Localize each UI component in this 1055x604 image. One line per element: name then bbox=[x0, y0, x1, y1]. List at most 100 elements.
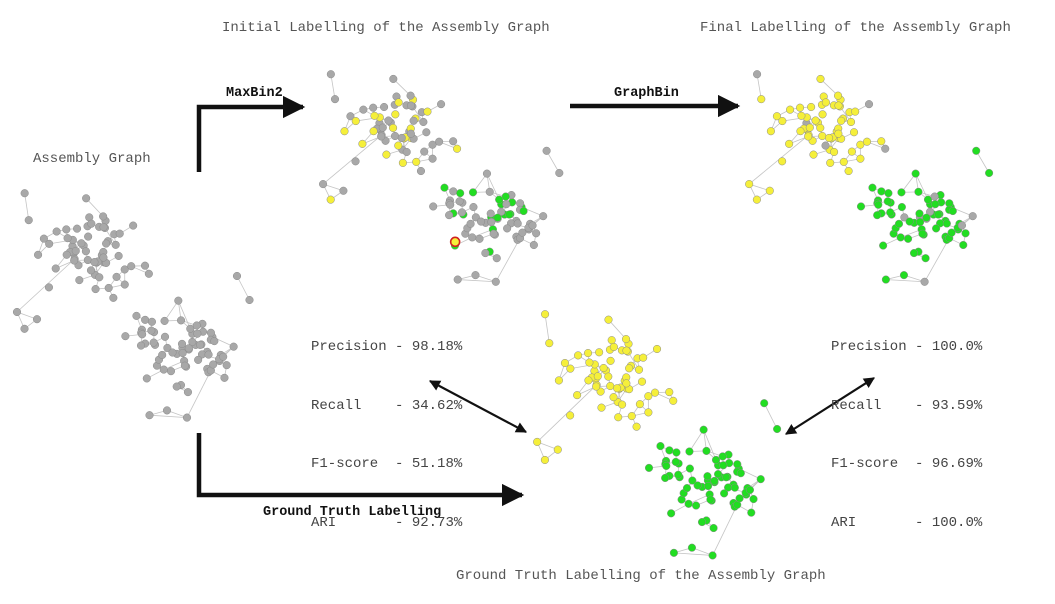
graph-node bbox=[884, 189, 893, 198]
graph-node bbox=[127, 262, 136, 271]
graph-node bbox=[573, 391, 582, 400]
graph-node bbox=[121, 332, 130, 341]
graph-node bbox=[597, 403, 606, 412]
graph-node bbox=[539, 212, 548, 221]
graph-edge bbox=[885, 279, 925, 283]
graph-node bbox=[881, 144, 890, 153]
graph-node bbox=[921, 254, 930, 263]
graph-node bbox=[747, 508, 756, 517]
graph-node bbox=[160, 332, 170, 341]
graph-node bbox=[652, 344, 662, 354]
graph-node bbox=[554, 376, 563, 385]
metric-ari: ARI - 100.0% bbox=[831, 514, 983, 531]
graph-node bbox=[62, 250, 71, 259]
graph-node bbox=[816, 74, 825, 83]
graph-node bbox=[222, 361, 231, 370]
graph-node bbox=[166, 367, 176, 376]
metric-f1: F1-score - 51.18% bbox=[311, 456, 463, 472]
graph-node bbox=[528, 221, 537, 230]
graph-node bbox=[111, 240, 120, 249]
graph-node bbox=[704, 481, 713, 491]
graph-node bbox=[961, 229, 970, 238]
graph-node bbox=[621, 335, 631, 344]
graph-node bbox=[39, 234, 48, 243]
graph-node bbox=[455, 197, 464, 206]
graph-node bbox=[346, 112, 355, 121]
graph-node bbox=[595, 348, 604, 357]
graph-node bbox=[72, 224, 82, 233]
graph-node bbox=[391, 131, 400, 141]
graph-node bbox=[182, 413, 192, 422]
graph-node bbox=[753, 70, 762, 79]
graph-node bbox=[183, 388, 193, 397]
graph-node bbox=[735, 494, 744, 503]
graph-node bbox=[948, 206, 957, 216]
graph-node bbox=[145, 411, 154, 420]
graph-node bbox=[934, 210, 943, 219]
graph-node bbox=[604, 315, 613, 324]
graph-node bbox=[86, 266, 96, 275]
graph-node bbox=[220, 373, 229, 382]
graph-node bbox=[120, 265, 129, 274]
initial-metrics: Precision - 98.18% Recall - 34.62% F1-sc… bbox=[311, 299, 462, 553]
graph-node bbox=[899, 271, 909, 280]
graph-node bbox=[687, 543, 697, 552]
graph-node bbox=[168, 348, 177, 357]
graph-node bbox=[662, 461, 671, 470]
graph-node bbox=[772, 112, 781, 121]
graph-node bbox=[440, 183, 449, 192]
compare-initial-arrow bbox=[429, 380, 527, 433]
graph-node bbox=[136, 341, 146, 350]
graph-node bbox=[703, 472, 712, 481]
graph-node bbox=[456, 189, 465, 198]
graph-node bbox=[402, 147, 411, 157]
graph-node bbox=[644, 408, 653, 417]
graph-node bbox=[709, 523, 718, 533]
graph-node bbox=[733, 460, 742, 469]
graph-node bbox=[160, 316, 169, 325]
graph-node bbox=[71, 246, 80, 255]
graph-node bbox=[529, 240, 538, 250]
graph-node bbox=[466, 219, 475, 228]
graph-node bbox=[585, 358, 594, 367]
graph-node bbox=[637, 377, 647, 386]
graph-node bbox=[719, 461, 728, 470]
graph-node bbox=[162, 406, 172, 415]
graph-node bbox=[210, 337, 219, 346]
graph-node bbox=[765, 186, 774, 195]
graph-node bbox=[449, 137, 458, 146]
graph-node bbox=[868, 183, 877, 192]
graph-edge bbox=[486, 173, 500, 200]
graph-node bbox=[883, 197, 892, 206]
graph-node bbox=[12, 307, 22, 317]
graph-edge bbox=[544, 314, 550, 344]
graph-node bbox=[147, 317, 156, 326]
graph-edge bbox=[177, 300, 191, 329]
graph-node bbox=[503, 224, 512, 233]
graph-node bbox=[851, 107, 860, 116]
graph-node bbox=[497, 207, 506, 216]
graph-node bbox=[406, 101, 416, 110]
graph-node bbox=[796, 127, 805, 136]
graph-node bbox=[635, 400, 644, 409]
graph-node bbox=[959, 240, 968, 250]
graph-node bbox=[158, 350, 167, 360]
graph-node bbox=[684, 499, 693, 508]
graph-node bbox=[486, 209, 495, 218]
graph-node bbox=[942, 219, 951, 228]
graph-node bbox=[449, 187, 458, 196]
graph-node bbox=[149, 338, 158, 347]
graph-node bbox=[886, 208, 895, 217]
graph-node bbox=[804, 132, 813, 141]
graph-node bbox=[785, 139, 794, 148]
graph-node bbox=[685, 447, 694, 456]
graph-node bbox=[384, 116, 393, 125]
graph-node bbox=[99, 223, 108, 232]
graph-node bbox=[905, 217, 914, 226]
graph-node bbox=[245, 295, 254, 305]
graph-node bbox=[188, 337, 197, 347]
graph-node bbox=[592, 382, 601, 391]
graph-node bbox=[584, 376, 593, 385]
graph-node bbox=[99, 212, 108, 221]
